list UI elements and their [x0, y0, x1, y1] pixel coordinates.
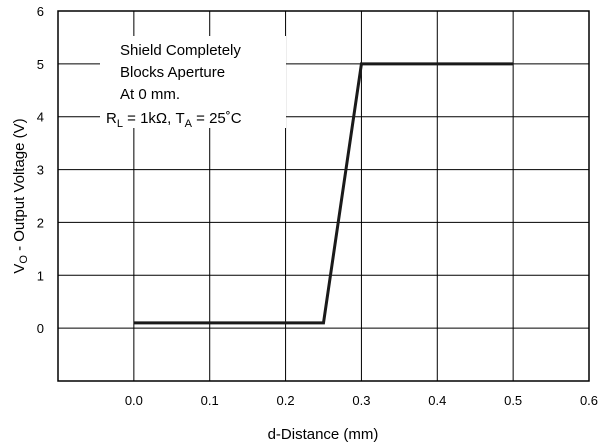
y-axis-label-sub: O: [18, 255, 30, 264]
annotation-line-3: At 0 mm.: [120, 86, 180, 103]
x-tick-label: 0.2: [277, 393, 295, 408]
y-tick-label: 1: [37, 268, 44, 283]
y-tick-label: 6: [37, 4, 44, 19]
x-tick-labels: 0.0 0.1 0.2 0.3 0.4 0.5 0.6: [125, 393, 598, 408]
y-tick-label: 4: [37, 110, 44, 125]
y-axis-label-main: V: [11, 264, 28, 274]
y-axis-label-rest: - Output Voltage (V): [11, 118, 28, 255]
annotation-r-symbol: R: [106, 110, 117, 127]
x-tick-label: 0.6: [580, 393, 598, 408]
annotation-r-value: = 1kΩ, T: [123, 110, 185, 127]
x-tick-label: 0.5: [504, 393, 522, 408]
annotation-line-4: RL = 1kΩ, TA = 25˚C: [106, 110, 242, 130]
annotation-line-1: Shield Completely: [120, 42, 241, 59]
annotation-t-value: = 25˚C: [192, 110, 242, 127]
series: [133, 62, 514, 325]
x-tick-label: 0.0: [125, 393, 143, 408]
series-line: [133, 62, 514, 325]
y-tick-label: 0: [37, 321, 44, 336]
y-tick-labels: 0 1 2 3 4 5 6: [37, 4, 44, 336]
annotation-r-subscript: L: [117, 118, 123, 130]
x-axis-label: d-Distance (mm): [268, 426, 379, 443]
annotation-t-subscript: A: [185, 118, 193, 130]
plot-frame: [57, 10, 590, 382]
y-tick-label: 2: [37, 215, 44, 230]
annotation-background: [100, 36, 286, 128]
y-tick-label: 3: [37, 163, 44, 178]
x-tick-label: 0.3: [352, 393, 370, 408]
annotation-line-2: Blocks Aperture: [120, 64, 225, 81]
y-axis-label: VO - Output Voltage (V): [11, 118, 30, 273]
x-tick-label: 0.1: [201, 393, 219, 408]
y-tick-label: 5: [37, 57, 44, 72]
x-tick-label: 0.4: [428, 393, 446, 408]
